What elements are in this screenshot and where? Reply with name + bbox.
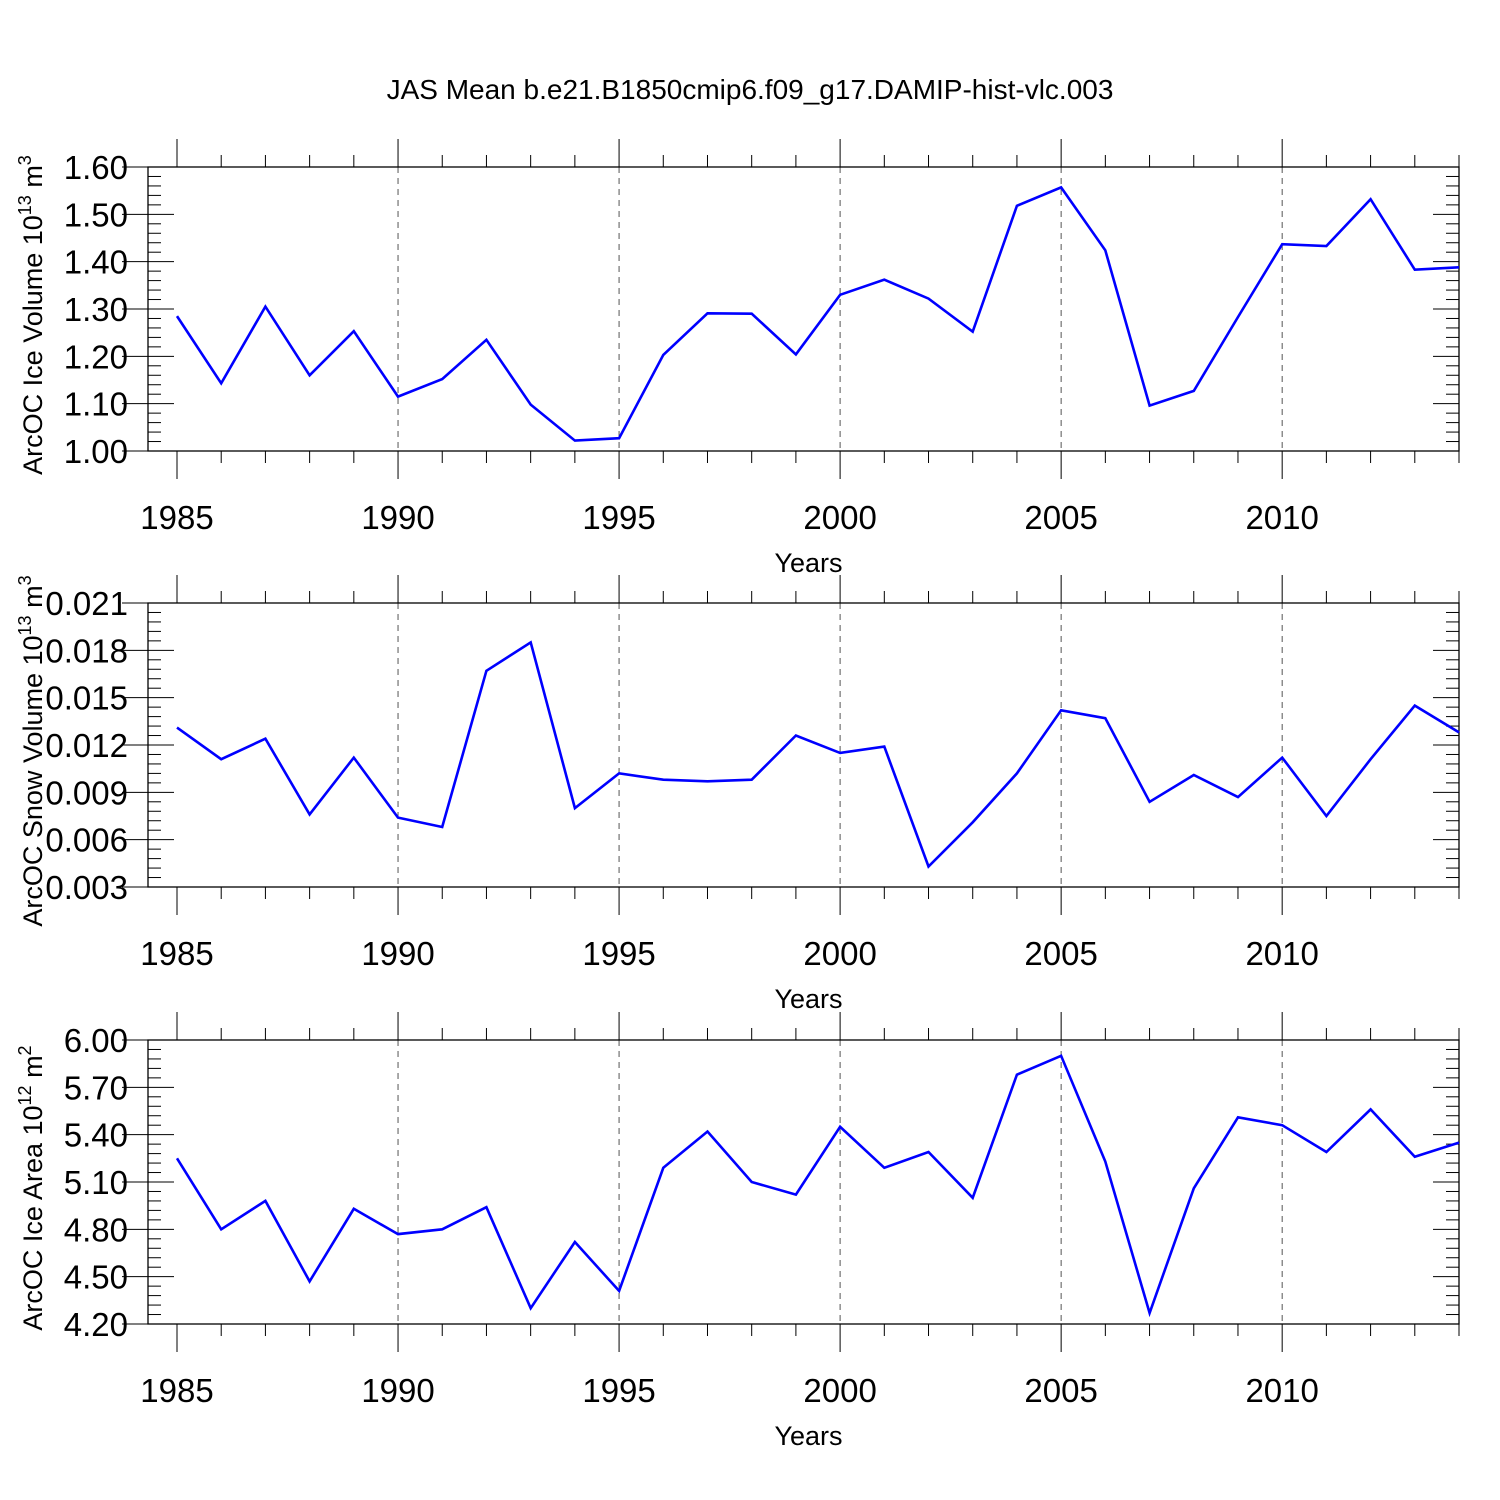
x-tick-label: 1985 [140,935,213,972]
y-tick-label: 1.00 [64,433,128,470]
x-tick-label: 2005 [1024,1372,1097,1409]
x-tick-label: 2010 [1245,935,1318,972]
y-tick-label: 0.003 [45,869,128,906]
x-tick-label: 1990 [361,935,434,972]
panels: 1.00 1.10 1.20 1.30 1.40 1.50 1.60 1985 1990 1995… [15,139,1460,1451]
y-tick-label: 0.009 [45,774,128,811]
chart-panel-2: 0.003 0.006 0.009 0.012 0.015 0.018 0.021 1985 1… [15,575,1460,1014]
x-axis-label: Years [774,1421,842,1451]
y-tick-label: 1.20 [64,338,128,375]
x-tick-label: 1985 [140,499,213,536]
data-series-line [176,640,1460,869]
x-axis-label: Years [774,984,842,1014]
y-tick-label: 0.006 [45,822,128,859]
x-tick-label: 1985 [140,1372,213,1409]
y-tick-label: 4.50 [64,1259,128,1296]
x-tick-label: 2005 [1024,499,1097,536]
chart-panel-3: 4.20 4.50 4.80 5.10 5.40 5.70 6.00 1985 1990 1995… [15,1012,1460,1451]
x-tick-label: 1995 [582,935,655,972]
data-series-line [175,185,1460,442]
x-tick-label: 1995 [582,1372,655,1409]
chart-panel-1: 1.00 1.10 1.20 1.30 1.40 1.50 1.60 1985 1990 1995… [15,139,1460,578]
x-tick-label: 1990 [361,1372,434,1409]
y-tick-label: 1.50 [64,196,128,233]
x-tick-label: 1995 [582,499,655,536]
y-tick-label: 0.015 [45,680,128,717]
x-axis-label: Years [774,548,842,578]
y-tick-label: 0.012 [45,727,128,764]
x-tick-label: 2000 [803,499,876,536]
x-tick-label: 2010 [1245,499,1318,536]
x-tick-label: 1990 [361,499,434,536]
plot-frame [147,602,1460,888]
y-axis-label: ArcOC Ice Volume 1013 m3 [15,155,48,475]
y-tick-label: 5.40 [64,1117,128,1154]
x-tick-label: 2005 [1024,935,1097,972]
y-axis-label: ArcOC Snow Volume 1013 m3 [15,575,48,926]
y-tick-label: 1.30 [64,291,128,328]
y-tick-label: 5.10 [64,1164,128,1201]
y-tick-label: 1.40 [64,244,128,281]
y-tick-label: 5.70 [64,1069,128,1106]
figure-title: JAS Mean b.e21.B1850cmip6.f09_g17.DAMIP-… [387,74,1114,105]
x-tick-label: 2010 [1245,1372,1318,1409]
data-series-line [175,1054,1460,1318]
x-tick-label: 2000 [803,1372,876,1409]
y-tick-label: 1.60 [64,149,128,186]
plot-frame [147,166,1460,452]
y-tick-label: 4.20 [64,1306,128,1343]
x-tick-label: 2000 [803,935,876,972]
y-tick-label: 4.80 [64,1211,128,1248]
y-axis-label: ArcOC Ice Area 1012 m2 [15,1045,48,1330]
y-tick-label: 6.00 [64,1022,128,1059]
y-tick-label: 0.021 [45,585,128,622]
y-tick-label: 1.10 [64,386,128,423]
y-tick-label: 0.018 [45,632,128,669]
